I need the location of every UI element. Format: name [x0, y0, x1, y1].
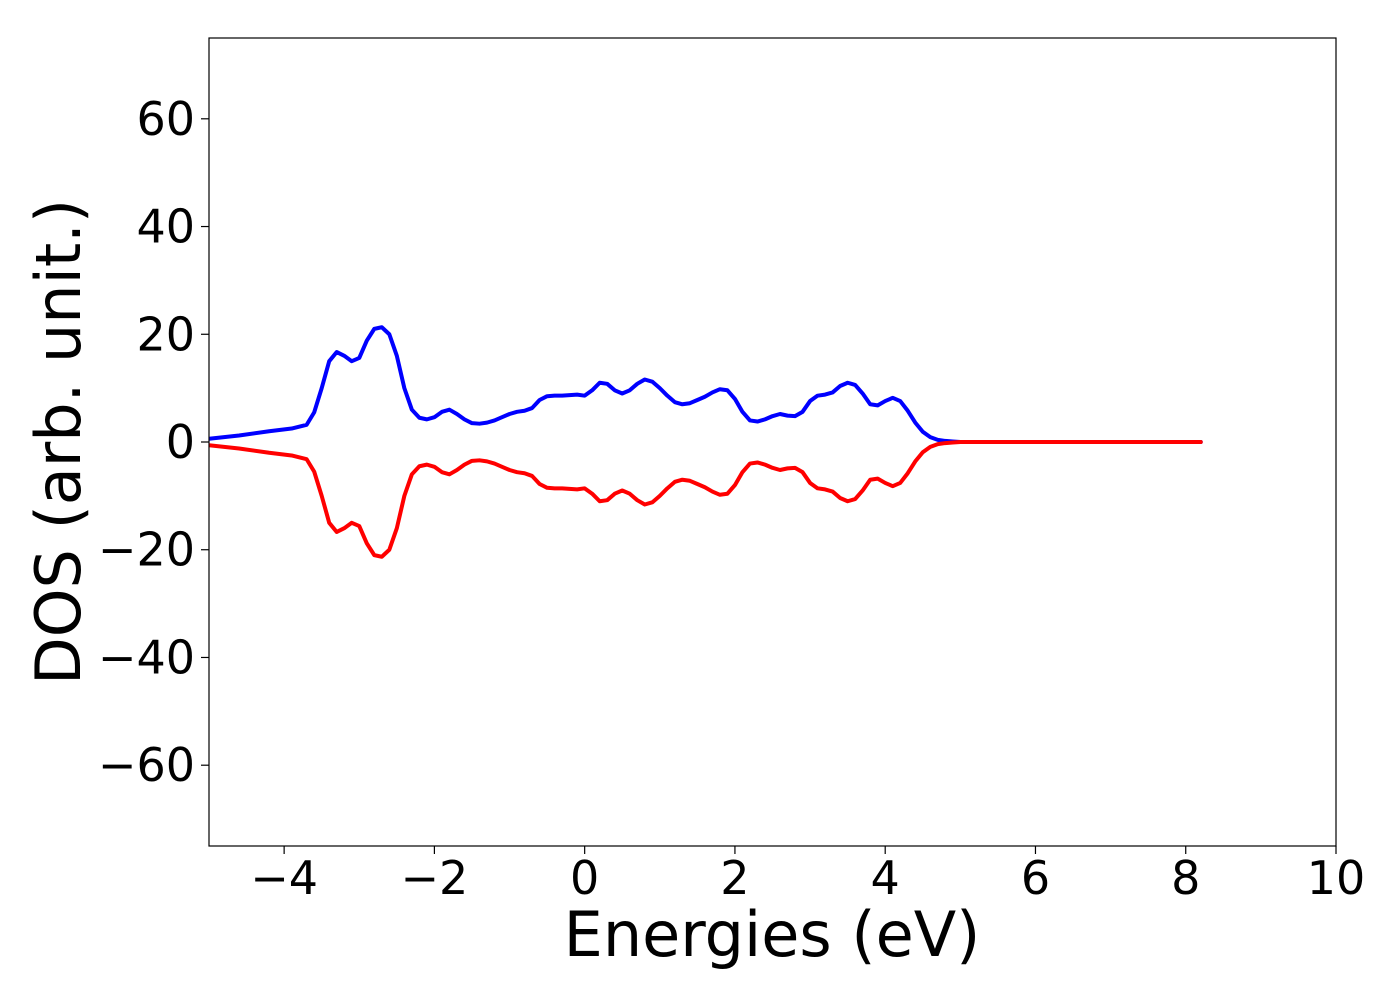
x-tick-label: 2	[720, 851, 749, 905]
y-tick-label: 0	[166, 415, 195, 469]
y-tick-label: −40	[98, 630, 195, 684]
y-tick-label: −60	[98, 738, 195, 792]
y-tick-label: 40	[136, 200, 195, 254]
y-axis-ticks: 60 40 20 0 −20 −40 −60	[98, 92, 209, 792]
y-axis-title: DOS (arb. unit.)	[22, 199, 95, 685]
series-layer	[209, 325, 1203, 559]
x-tick-label: 4	[871, 851, 900, 905]
x-axis-ticks: −4 −2 0 2 4 6 8 10	[250, 846, 1365, 905]
x-tick-label: −4	[250, 851, 318, 905]
x-axis-title: Energies (eV)	[564, 898, 981, 971]
y-tick-label: 20	[136, 307, 195, 361]
y-tick-label: −20	[98, 523, 195, 577]
series-line-spin-down	[209, 440, 1203, 559]
x-tick-label: 0	[570, 851, 599, 905]
x-tick-label: 8	[1171, 851, 1200, 905]
x-tick-label: 6	[1021, 851, 1050, 905]
series-line-spin-up	[209, 325, 1203, 444]
x-tick-label: −2	[400, 851, 468, 905]
y-tick-label: 60	[136, 92, 195, 146]
x-tick-label: 10	[1307, 851, 1366, 905]
